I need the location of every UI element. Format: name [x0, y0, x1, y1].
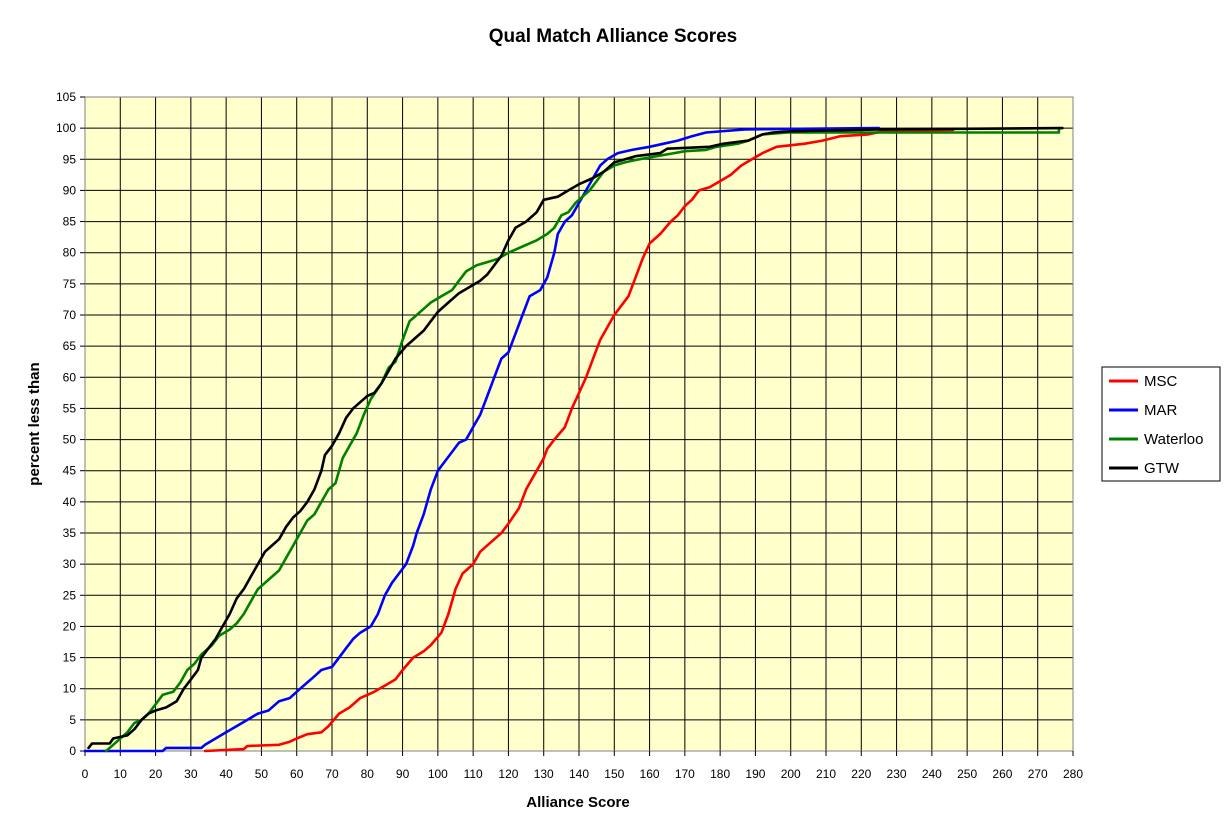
x-tick-label: 150 — [604, 767, 624, 781]
x-tick-label: 140 — [569, 767, 589, 781]
x-tick-label: 270 — [1028, 767, 1048, 781]
y-axis-title: percent less than — [26, 362, 43, 485]
x-tick-label: 60 — [290, 767, 304, 781]
legend: MSC MAR Waterloo GTW — [1101, 366, 1221, 482]
x-axis-title: Alliance Score — [526, 794, 629, 811]
x-axis: 0 10 20 30 40 50 60 70 80 90 100 110 120 130 140 150 160… — [82, 751, 1083, 781]
x-tick-label: 50 — [255, 767, 269, 781]
x-tick-label: 230 — [887, 767, 907, 781]
legend-label-msc: MSC — [1144, 373, 1178, 390]
y-axis: 0 5 10 15 20 25 30 35 40 45 50 55 60 65 70 75 80 85 90 95 10… — [56, 90, 85, 758]
legend-label-waterloo: Waterloo — [1144, 431, 1203, 448]
y-tick-label: 20 — [63, 619, 77, 633]
y-tick-label: 75 — [63, 277, 77, 291]
y-tick-label: 10 — [63, 682, 77, 696]
y-tick-label: 35 — [63, 526, 77, 540]
x-tick-label: 90 — [396, 767, 410, 781]
y-tick-label: 60 — [63, 370, 77, 384]
x-tick-label: 240 — [922, 767, 942, 781]
y-tick-label: 30 — [63, 557, 77, 571]
x-tick-label: 160 — [640, 767, 660, 781]
y-tick-label: 45 — [63, 464, 77, 478]
x-tick-label: 10 — [114, 767, 128, 781]
y-tick-label: 25 — [63, 588, 77, 602]
x-tick-label: 130 — [534, 767, 554, 781]
y-tick-label: 70 — [63, 308, 77, 322]
series-line-waterloo — [104, 126, 1061, 753]
x-tick-label: 40 — [219, 767, 233, 781]
series-layer — [83, 126, 1064, 753]
y-tick-label: 100 — [56, 121, 76, 135]
y-tick-label: 80 — [63, 246, 77, 260]
x-tick-label: 70 — [325, 767, 339, 781]
x-tick-label: 180 — [710, 767, 730, 781]
y-tick-label: 95 — [63, 152, 77, 166]
x-tick-label: 250 — [957, 767, 977, 781]
x-tick-label: 30 — [184, 767, 198, 781]
x-tick-label: 110 — [464, 767, 483, 781]
x-tick-label: 0 — [82, 767, 89, 781]
x-tick-label: 190 — [745, 767, 765, 781]
y-tick-label: 5 — [69, 713, 76, 727]
y-tick-label: 55 — [63, 401, 77, 415]
y-tick-label: 40 — [63, 495, 77, 509]
chart-title: Qual Match Alliance Scores — [489, 26, 738, 47]
legend-label-gtw: GTW — [1144, 460, 1180, 477]
x-tick-label: 260 — [992, 767, 1012, 781]
legend-box — [1101, 366, 1221, 482]
x-tick-label: 210 — [816, 767, 836, 781]
series-line-msc — [203, 128, 955, 753]
x-tick-label: 80 — [361, 767, 375, 781]
y-tick-label: 90 — [63, 183, 77, 197]
x-tick-label: 220 — [851, 767, 871, 781]
y-tick-label: 15 — [63, 651, 77, 665]
y-tick-label: 65 — [63, 339, 77, 353]
y-tick-label: 0 — [69, 744, 76, 758]
series-line-gtw — [87, 126, 1064, 750]
x-tick-label: 170 — [675, 767, 695, 781]
gridlines — [84, 96, 1074, 752]
y-tick-label: 105 — [56, 90, 76, 104]
x-tick-label: 120 — [498, 767, 518, 781]
x-tick-label: 200 — [781, 767, 801, 781]
y-tick-label: 85 — [63, 215, 77, 229]
x-tick-label: 100 — [428, 767, 448, 781]
y-tick-label: 50 — [63, 433, 77, 447]
x-tick-label: 20 — [149, 767, 163, 781]
legend-label-mar: MAR — [1144, 402, 1178, 419]
x-tick-label: 280 — [1063, 767, 1083, 781]
